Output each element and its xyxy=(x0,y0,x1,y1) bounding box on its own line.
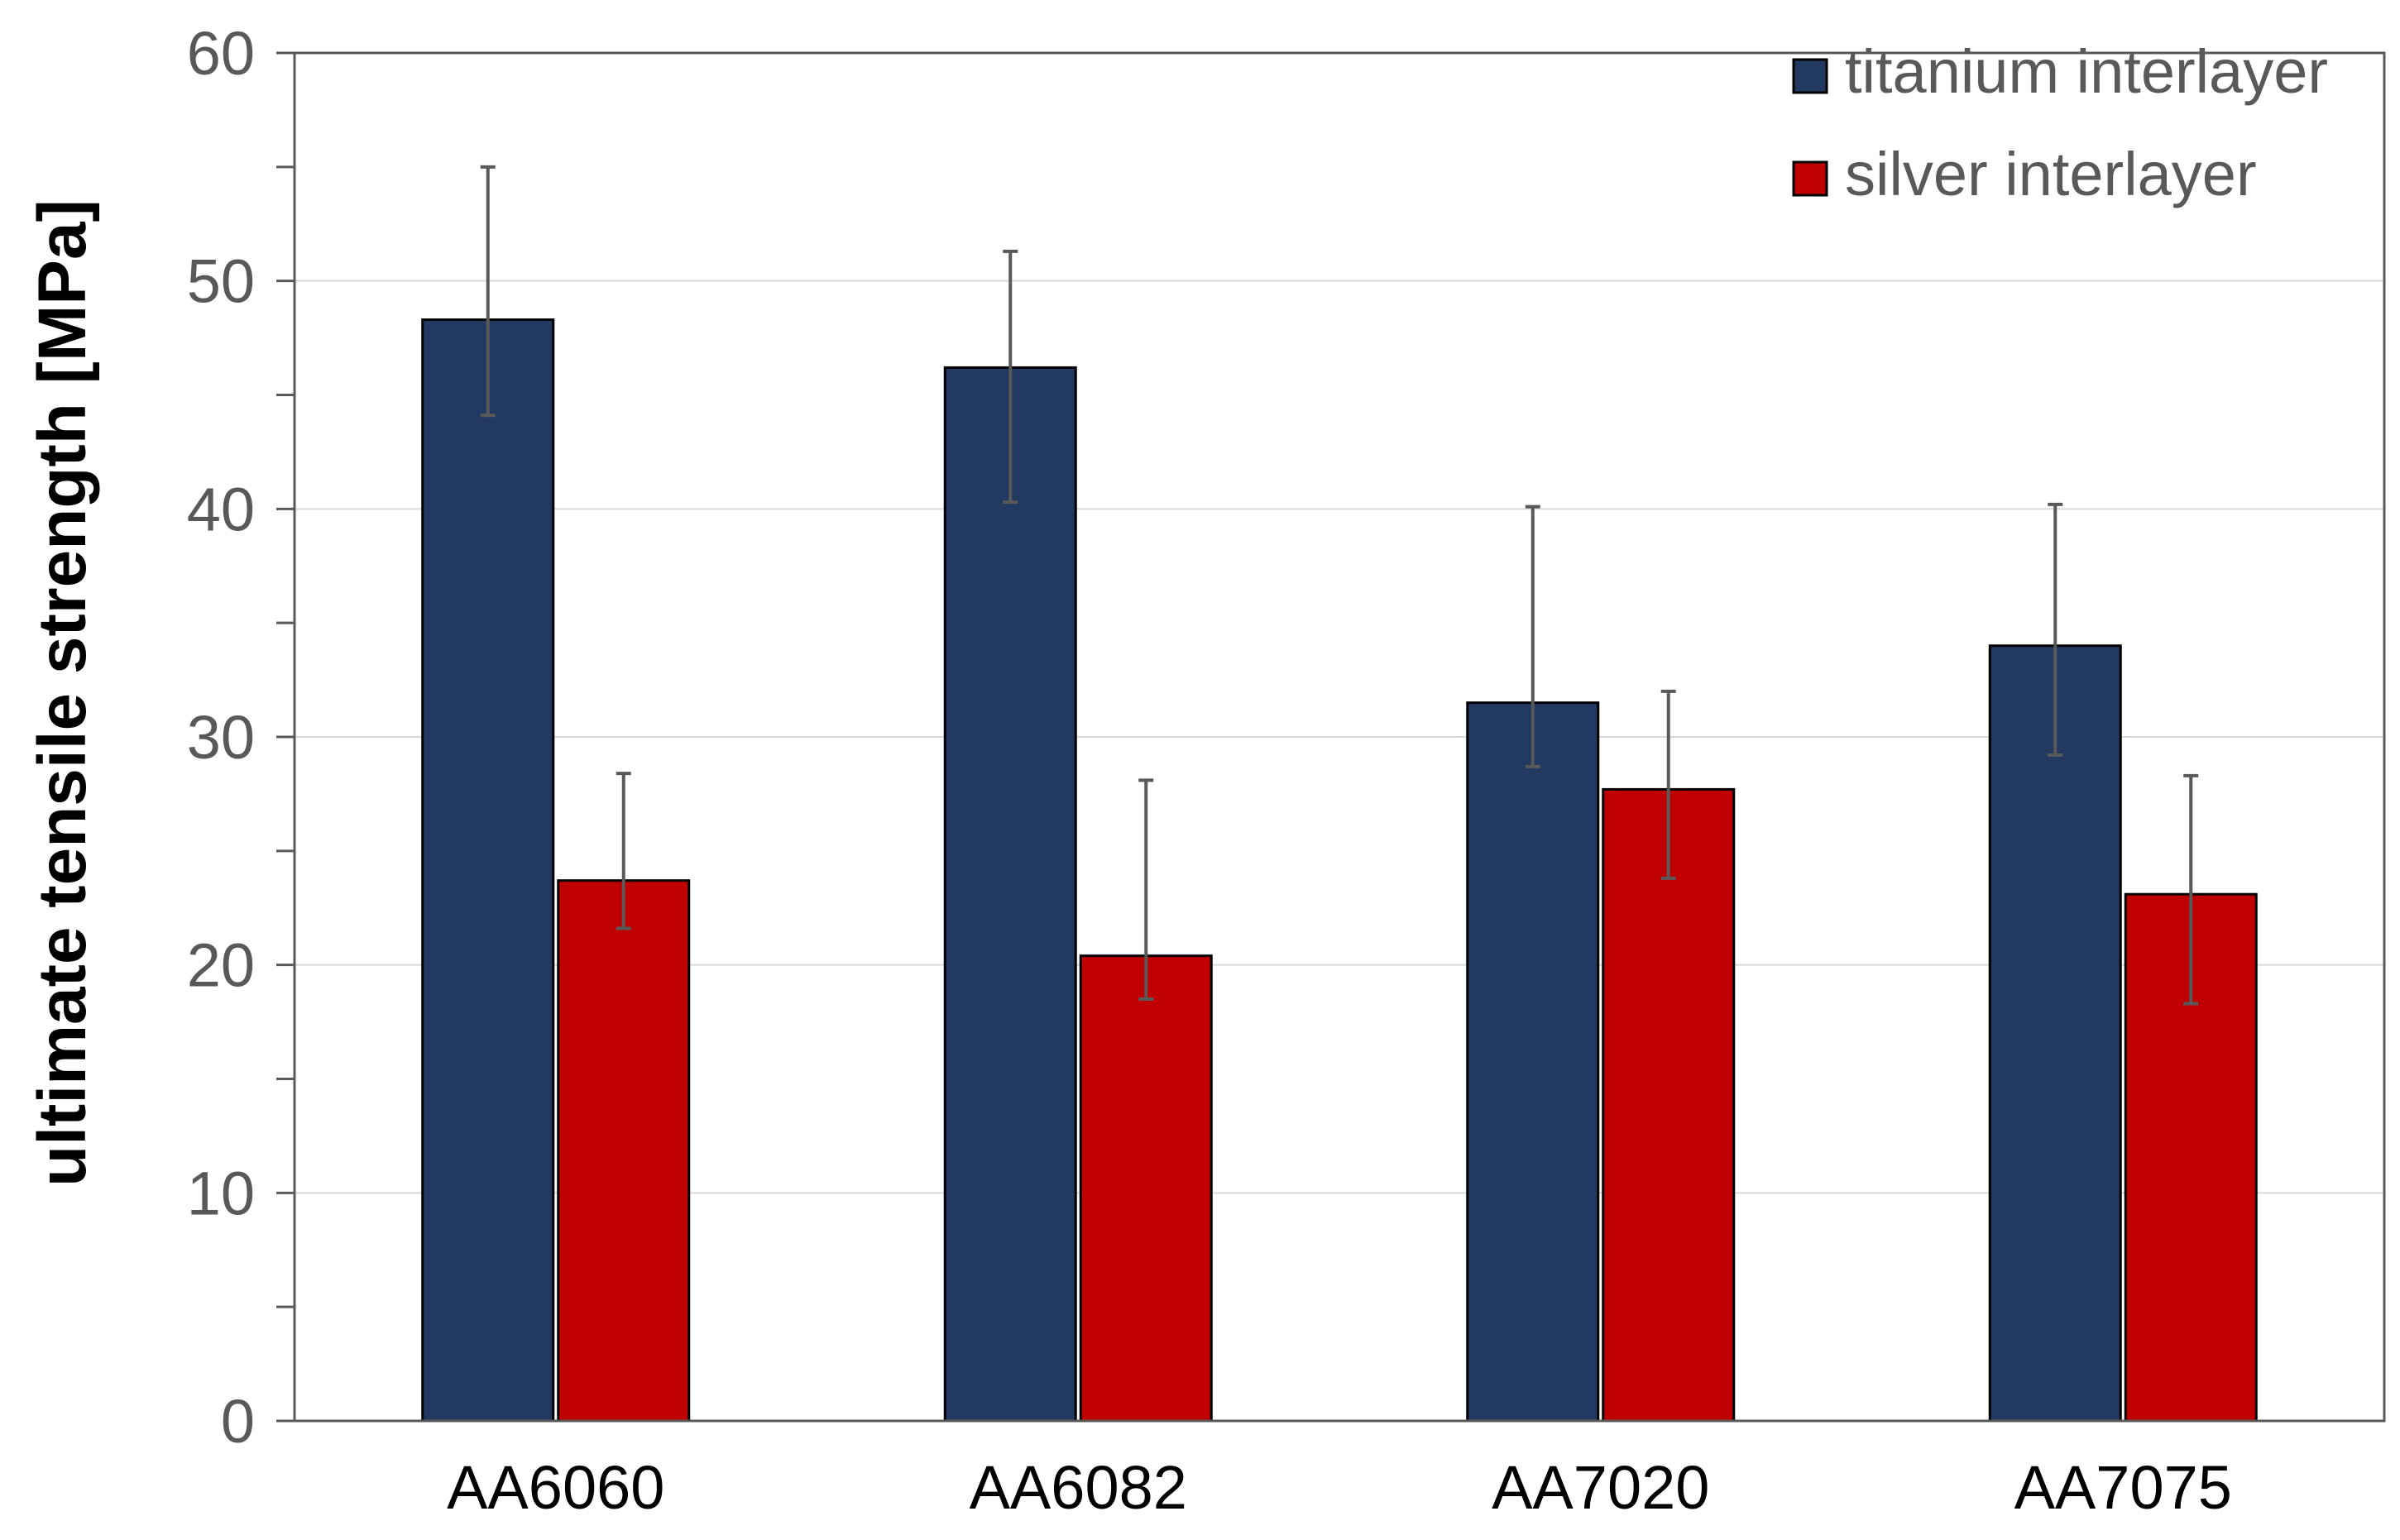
bar-titanium-interlayer-aa7020 xyxy=(1466,701,1600,1423)
bar-silver-interlayer-aa6060 xyxy=(557,879,691,1423)
bar-titanium-interlayer-aa6060 xyxy=(421,318,555,1423)
bars xyxy=(421,318,2258,1423)
error-bars xyxy=(480,165,2199,1006)
legend-swatch-titanium-interlayer xyxy=(1792,58,1828,94)
y-tick-label: 40 xyxy=(187,475,255,543)
tick-labels: AA6060 AA6082 AA7020 AA7075 0 10 20 30 40 50 60 xyxy=(187,19,2232,1522)
x-tick-label: AA7020 xyxy=(1492,1453,1709,1522)
y-tick-label: 20 xyxy=(187,931,255,1000)
x-tick-label: AA6060 xyxy=(447,1453,664,1522)
y-tick-label: 30 xyxy=(187,703,255,772)
bar-silver-interlayer-aa7020 xyxy=(1602,787,1736,1423)
legend-label: titanium interlayer xyxy=(1845,37,2328,106)
y-tick-label: 50 xyxy=(187,247,255,316)
legend-swatch-silver-interlayer xyxy=(1792,160,1828,197)
bar-silver-interlayer-aa6082 xyxy=(1079,954,1213,1423)
legend: titanium interlayer silver interlayer xyxy=(1792,37,2328,208)
bar-titanium-interlayer-aa6082 xyxy=(943,366,1077,1423)
axes xyxy=(276,51,2386,1423)
y-tick-label: 60 xyxy=(187,19,255,88)
y-axis-title: ultimate tensile strength [MPa] xyxy=(25,199,100,1187)
y-tick-label: 0 xyxy=(221,1387,255,1456)
bar-titanium-interlayer-aa7075 xyxy=(1988,644,2122,1423)
x-tick-label: AA7075 xyxy=(2014,1453,2232,1522)
y-tick-label: 10 xyxy=(187,1159,255,1227)
legend-label: silver interlayer xyxy=(1845,140,2257,208)
x-tick-label: AA6082 xyxy=(970,1453,1187,1522)
